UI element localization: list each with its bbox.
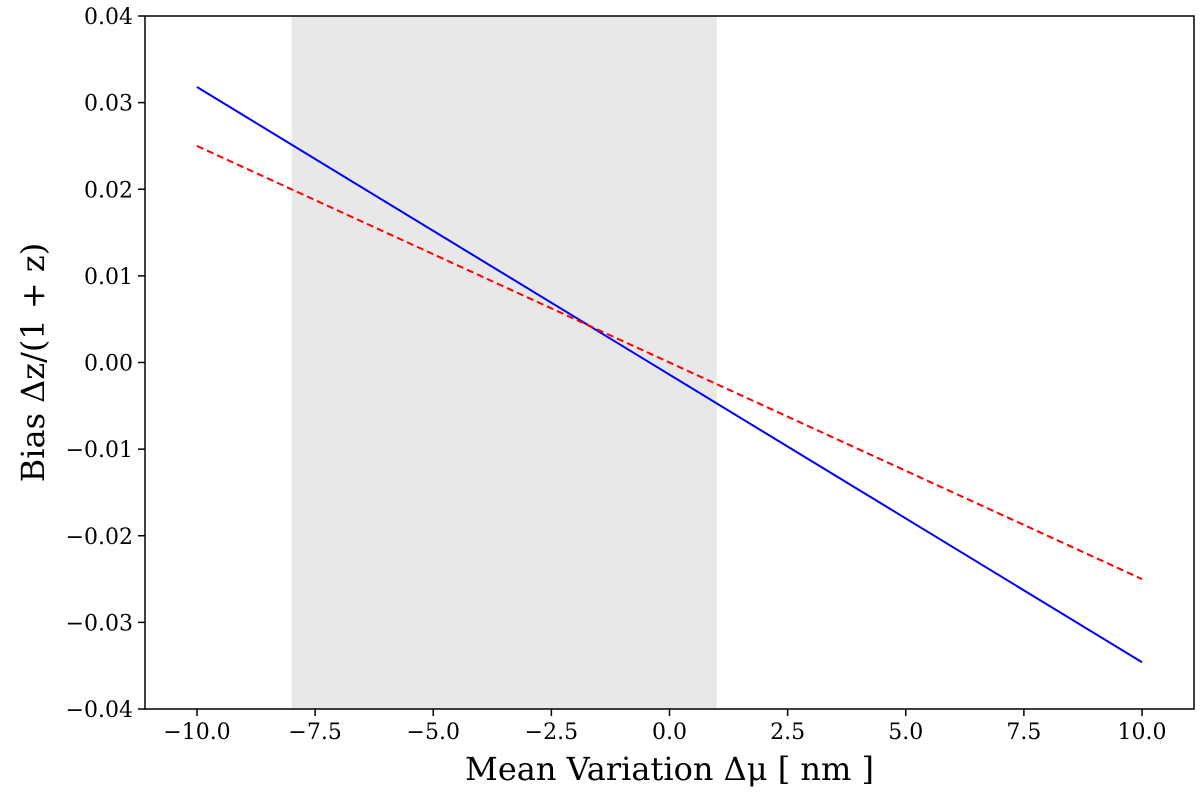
x-tick-label: 10.0 [1118, 720, 1167, 745]
x-tick-label: 5.0 [888, 720, 923, 745]
x-tick-label: 7.5 [1006, 720, 1041, 745]
y-tick-label: 0.02 [84, 178, 133, 203]
series-line-solid-blue [196, 86, 1143, 664]
y-tick-label: 0.00 [84, 352, 133, 377]
y-tick-label: −0.02 [66, 525, 133, 550]
x-tick-label: 2.5 [770, 720, 805, 745]
y-tick-label: 0.04 [84, 5, 133, 30]
y-axis-label: Bias Δz/(1 + z) [14, 243, 52, 483]
x-tick-label: −5.0 [407, 720, 460, 745]
x-tick-label: 0.0 [652, 720, 687, 745]
y-tick-label: −0.04 [66, 698, 133, 723]
x-tick-label: −10.0 [163, 720, 230, 745]
y-tick-label: −0.01 [66, 438, 133, 463]
x-axis-label: Mean Variation Δμ [ nm ] [465, 750, 874, 788]
y-tick-label: 0.01 [84, 265, 133, 290]
series-line-dashed-red [196, 145, 1143, 580]
x-tick-label: −7.5 [288, 720, 341, 745]
x-tick-label: −2.5 [525, 720, 578, 745]
shaded-region [291, 16, 717, 709]
y-tick-label: −0.03 [66, 611, 133, 636]
y-tick-label: 0.03 [84, 92, 133, 117]
